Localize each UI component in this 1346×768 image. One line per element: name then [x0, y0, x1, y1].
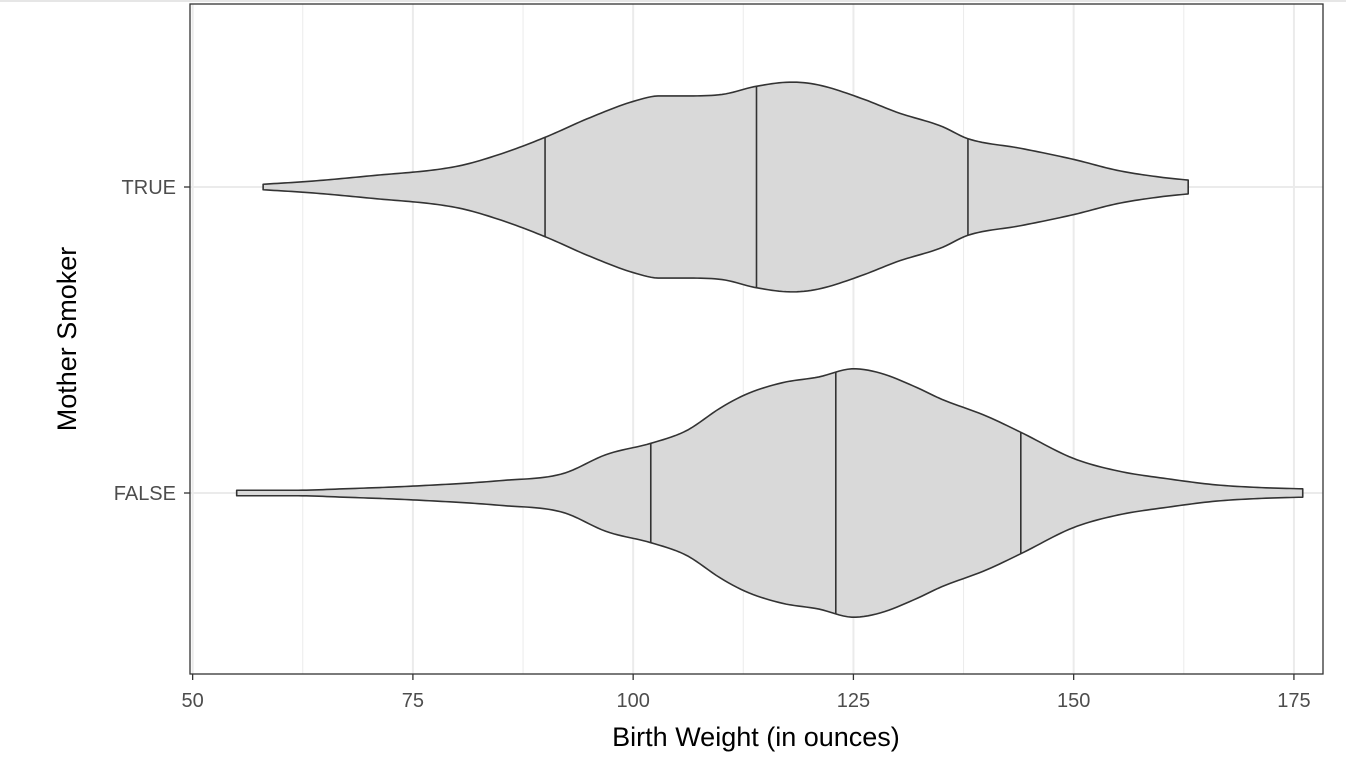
violin-true	[262, 81, 1189, 293]
y-tick-label: FALSE	[114, 483, 176, 505]
x-tick-label: 150	[1057, 690, 1090, 712]
x-tick-label: 125	[837, 690, 870, 712]
violin-layer	[235, 81, 1304, 618]
x-tick-label: 175	[1277, 690, 1310, 712]
y-tick-label: TRUE	[122, 177, 176, 199]
x-tick-label: 75	[402, 690, 424, 712]
x-tick-label: 50	[182, 690, 204, 712]
top-rule	[0, 0, 1346, 2]
x-axis-title: Birth Weight (in ounces)	[612, 722, 900, 752]
violin-body	[235, 368, 1304, 618]
plot-panel-border	[189, 3, 1324, 675]
y-axis-title: Mother Smoker	[52, 247, 82, 432]
violin-false	[235, 368, 1304, 618]
x-tick-label: 100	[616, 690, 649, 712]
violin-body	[262, 81, 1189, 293]
axis-layer: 50 75 100 125 150 175 TRUE FALSE	[114, 177, 1311, 712]
